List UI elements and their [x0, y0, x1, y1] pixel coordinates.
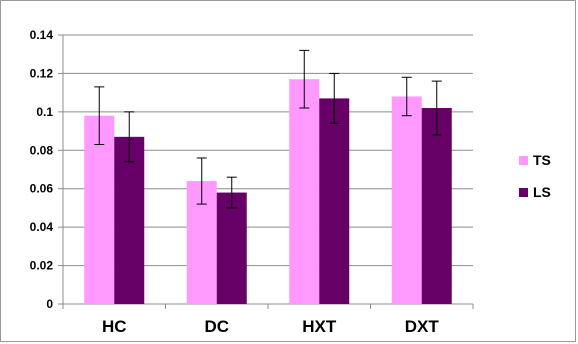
bar-ts-dxt — [391, 96, 422, 304]
bar-ls-dxt — [421, 108, 452, 304]
x-tick-label-dc: DC — [204, 317, 229, 336]
x-tick-label-hxt: HXT — [302, 317, 337, 336]
x-tick-label-dxt: DXT — [405, 317, 440, 336]
error-bar-ts-dxt — [401, 76, 412, 117]
legend-swatch — [519, 188, 528, 197]
legend-label: LS — [533, 184, 551, 200]
error-bar-ls-hc — [124, 111, 135, 163]
x-tick-labels: HC DC HXT DXT — [102, 317, 439, 336]
bar-ls-hxt — [319, 98, 350, 305]
y-tick-label: 0.08 — [30, 143, 54, 157]
error-bar-ls-dxt — [431, 80, 442, 136]
y-tick-label: 0.02 — [30, 259, 54, 273]
y-tick-label: 0.04 — [30, 220, 54, 234]
error-bars — [94, 49, 442, 209]
y-tick-label: 0.1 — [36, 105, 53, 119]
error-bar-ls-dc — [226, 176, 237, 209]
y-tick-label: 0.06 — [30, 182, 54, 196]
y-tick-label: 0.12 — [30, 66, 54, 80]
y-tick-labels: 0 0.02 0.04 0.06 0.08 0.1 0.12 0.14 — [30, 28, 54, 311]
bar-ts-hxt — [289, 79, 320, 304]
legend-label: TS — [533, 152, 551, 168]
error-bar-ts-hxt — [299, 49, 310, 109]
bar-ls-dc — [216, 192, 247, 304]
error-bar-ts-hc — [94, 86, 105, 146]
y-tick-label: 0 — [46, 297, 53, 311]
error-bar-ls-hxt — [329, 72, 340, 124]
x-tick-label-hc: HC — [102, 317, 127, 336]
y-tick-label: 0.14 — [30, 28, 54, 42]
legend-swatch — [519, 156, 528, 165]
bar-ts-hc — [84, 115, 115, 304]
error-bar-ts-dc — [196, 157, 207, 205]
bars — [84, 79, 452, 305]
legend-item-ls: LS — [519, 184, 551, 200]
bar-ls-hc — [114, 136, 145, 304]
legend-item-ts: TS — [519, 152, 551, 168]
legend: TS LS — [519, 152, 551, 200]
